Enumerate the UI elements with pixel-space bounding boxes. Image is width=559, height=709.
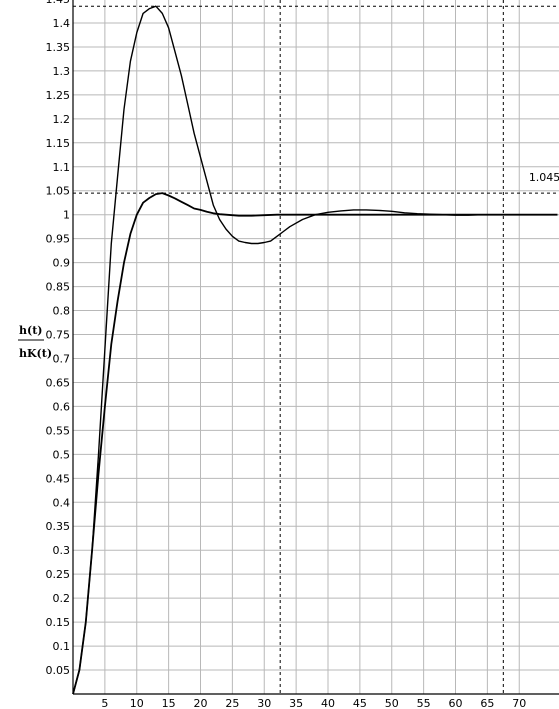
x-tick-label: 15 [162,697,176,709]
y-tick-label: 0.55 [46,424,71,437]
y-tick-label: 0.05 [46,664,71,677]
y-tick-label: 1.45 [46,0,71,6]
y-tick-label: 0.7 [53,352,71,365]
x-tick-label: 50 [385,697,399,709]
y-axis-label: h(t) hK(t) [18,324,52,360]
y-axis-label-top: h(t) [19,324,43,337]
y-tick-label: 0.5 [53,448,71,461]
x-tick-label: 20 [194,697,208,709]
y-tick-label: 0.8 [53,305,71,318]
x-tick-label: 40 [321,697,335,709]
x-tick-label: 10 [130,697,144,709]
y-tick-label: 1 [63,209,70,222]
grid [73,0,559,694]
value-annotation: 1.045 [529,171,559,184]
series-lines [72,5,558,695]
y-tick-label: 1.15 [46,137,71,150]
y-tick-labels: 0.05 0.1 0.15 0.2 0.25 0.3 0.35 0.4 0.45 0.5 0.55 0… [46,0,71,677]
series-line-1 [72,5,558,695]
y-tick-label: 0.6 [53,400,71,413]
y-tick-label: 1.1 [53,161,71,174]
x-tick-label: 25 [225,697,239,709]
y-tick-label: 1.4 [53,17,71,30]
y-tick-label: 0.4 [53,496,71,509]
y-tick-label: 0.45 [46,472,71,485]
y-tick-label: 0.75 [46,329,71,342]
y-tick-label: 1.2 [53,113,71,126]
x-tick-label: 35 [289,697,303,709]
y-tick-label: 0.65 [46,376,71,389]
x-tick-label: 30 [257,697,271,709]
y-tick-label: 1.3 [53,65,71,78]
y-tick-label: 0.85 [46,281,71,294]
y-tick-label: 0.2 [53,592,71,605]
y-tick-label: 0.1 [53,640,71,653]
x-tick-label: 55 [417,697,431,709]
marker-lines [73,0,559,694]
y-tick-label: 1.35 [46,41,71,54]
x-tick-label: 65 [480,697,494,709]
y-tick-label: 0.9 [53,257,71,270]
y-tick-label: 0.35 [46,520,71,533]
x-tick-label: 45 [353,697,367,709]
y-tick-label: 0.3 [53,544,71,557]
y-tick-label: 1.05 [46,185,71,198]
plot-frame [72,0,559,695]
y-tick-label: 0.25 [46,568,71,581]
x-tick-label: 5 [101,697,108,709]
x-tick-label: 60 [449,697,463,709]
y-tick-label: 0.95 [46,233,71,246]
y-tick-label: 0.15 [46,616,71,629]
series-line-2 [72,192,558,695]
annotation-labels: 1.045 [529,171,559,184]
x-tick-label: 70 [512,697,526,709]
y-tick-label: 1.25 [46,89,71,102]
x-tick-labels: 5 10 15 20 25 30 35 40 45 50 55 60 65 70 [101,697,526,709]
y-axis-label-bottom: hK(t) [19,347,52,360]
